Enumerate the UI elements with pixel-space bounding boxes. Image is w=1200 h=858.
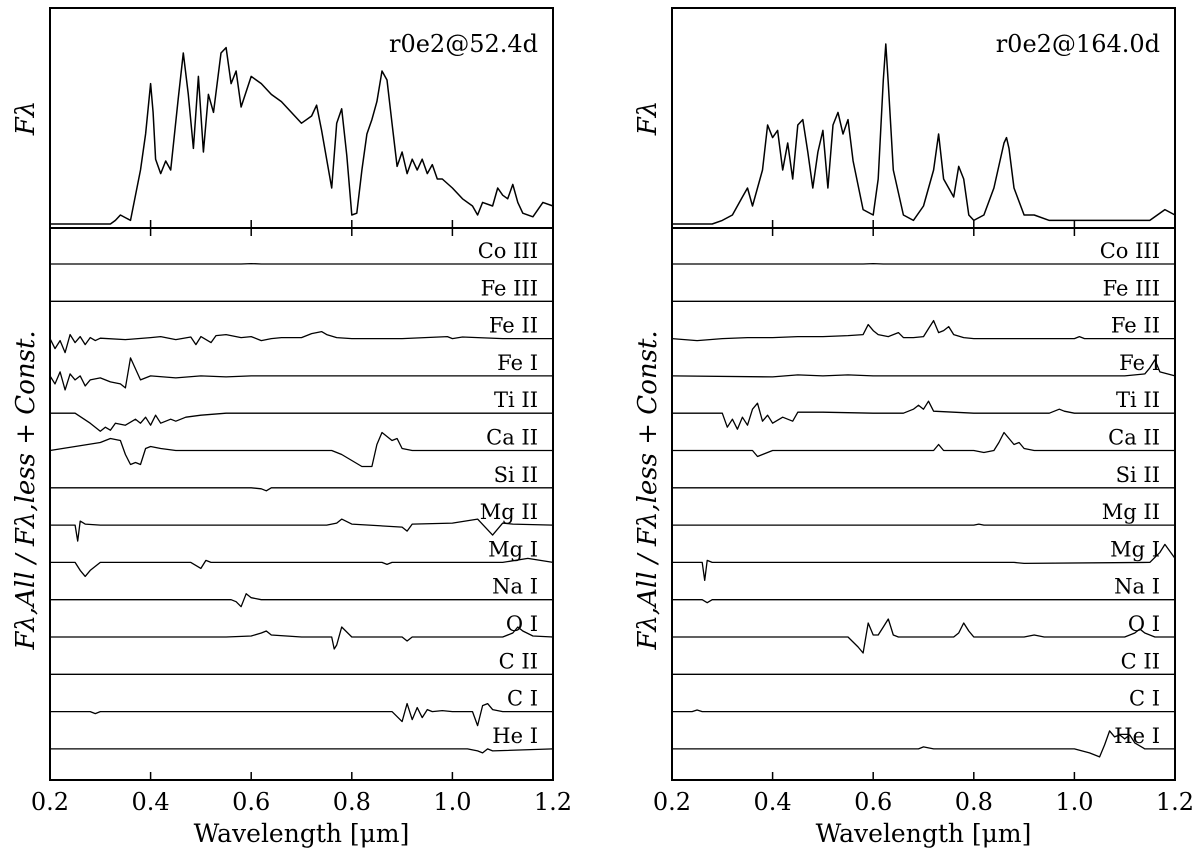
epoch-label: r0e2@164.0d	[996, 30, 1160, 58]
ion-line-mg-ii	[672, 523, 1175, 526]
ion-label: Co III	[478, 239, 538, 263]
ion-line-na-i	[672, 599, 1175, 604]
ion-label: Mg I	[488, 537, 538, 561]
ion-line-fe-ii	[671, 319, 1175, 342]
x-axis-title: Wavelength [μm]	[816, 819, 1032, 848]
spectrum-line	[50, 46, 554, 225]
ion-label: Fe I	[497, 351, 538, 375]
ion-label: He I	[1114, 724, 1160, 748]
ion-label: C II	[499, 649, 538, 673]
ylabel-bottom: Fλ,All / Fλ,less + Const.	[633, 330, 663, 650]
ion-line-mg-i	[50, 557, 554, 578]
x-axis-title: Wavelength [μm]	[194, 819, 410, 848]
ion-line-si-ii	[50, 487, 553, 492]
ion-line-c-i	[50, 702, 553, 727]
chart-panel-2: r0e2@164.0d Fλ Fλ,All / Fλ,less + Const. Co…	[633, 7, 1194, 848]
ion-line-fe-i	[49, 357, 553, 391]
ion-label: O I	[1128, 612, 1160, 636]
ion-label: Ca II	[1108, 426, 1160, 450]
ion-line-he-i	[50, 748, 554, 754]
ion-label: C I	[1129, 687, 1160, 711]
ion-label: Si II	[494, 463, 538, 487]
ion-line-ti-ii	[672, 400, 1175, 430]
ion-label: Si II	[1116, 463, 1160, 487]
ion-line-ti-ii	[50, 412, 553, 432]
ion-label: Mg II	[480, 500, 538, 524]
ion-label: Na I	[492, 575, 538, 599]
x-tick-label: 0.2	[31, 788, 69, 816]
ion-label: Ca II	[486, 426, 538, 450]
bottom-frame	[49, 227, 554, 781]
x-tick-label: 0.2	[653, 788, 691, 816]
ion-label: Mg II	[1102, 500, 1160, 524]
ylabel-bottom: Fλ,All / Fλ,less + Const.	[11, 330, 41, 650]
ion-line-na-i	[50, 593, 553, 608]
x-tick-label: 0.8	[333, 788, 371, 816]
ylabel-top: Fλ	[11, 101, 41, 137]
ion-line-mg-i	[672, 543, 1176, 582]
ion-label: Ti II	[494, 388, 538, 412]
ion-label: Mg I	[1110, 537, 1160, 561]
ion-label: O I	[506, 612, 538, 636]
ion-line-o-i	[672, 618, 1175, 654]
x-tick-label: 0.8	[955, 788, 993, 816]
ion-line-he-i	[672, 730, 1175, 758]
ion-label: Fe I	[1119, 351, 1160, 375]
ion-line-ca-ii	[672, 431, 1175, 458]
ylabel-top: Fλ	[633, 101, 663, 137]
ion-label: Na I	[1114, 575, 1160, 599]
ion-label: Ti II	[1116, 388, 1160, 412]
x-tick-label: 0.4	[754, 788, 792, 816]
bottom-frame	[671, 227, 1176, 781]
ion-line-fe-i	[671, 359, 1176, 378]
ion-label: Fe II	[1111, 314, 1160, 338]
x-tick-label: 1.0	[1055, 788, 1093, 816]
ion-label: He I	[492, 724, 538, 748]
ion-line-c-i	[672, 709, 1175, 713]
ion-label: Fe III	[1103, 276, 1160, 300]
ion-label: Fe III	[481, 276, 538, 300]
ion-line-mg-ii	[50, 518, 554, 542]
x-tick-label: 1.2	[1156, 788, 1194, 816]
ion-label: Fe II	[489, 314, 538, 338]
ion-label: C II	[1121, 649, 1160, 673]
ion-line-ca-ii	[49, 431, 553, 468]
x-tick-label: 1.2	[534, 788, 572, 816]
x-tick-label: 1.0	[433, 788, 471, 816]
x-tick-label: 0.4	[132, 788, 170, 816]
epoch-label: r0e2@52.4d	[389, 30, 538, 58]
spectrum-line	[672, 43, 1176, 225]
ion-line-o-i	[50, 626, 554, 650]
chart-panel-1: r0e2@52.4d Fλ Fλ,All / Fλ,less + Const. Co …	[11, 7, 572, 848]
x-tick-label: 0.6	[232, 788, 270, 816]
ion-line-fe-ii	[49, 330, 553, 354]
x-tick-label: 0.6	[854, 788, 892, 816]
ion-label: Co III	[1100, 239, 1160, 263]
ion-label: C I	[507, 687, 538, 711]
